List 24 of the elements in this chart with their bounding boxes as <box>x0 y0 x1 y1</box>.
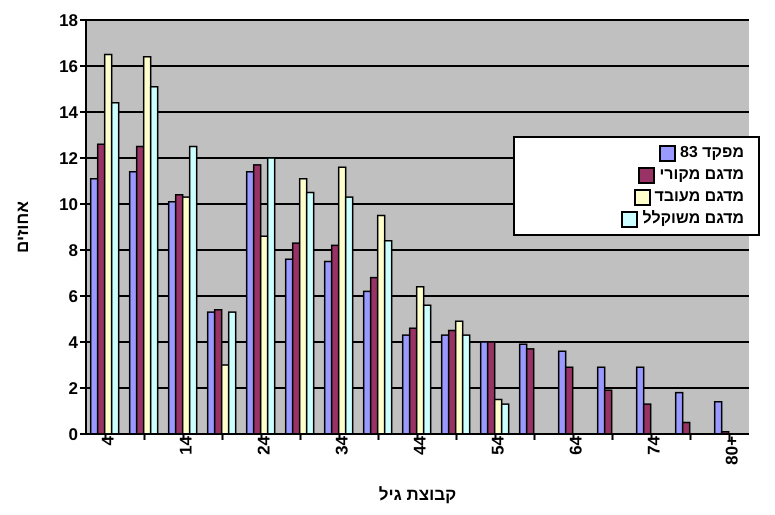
y-tick-label: 12 <box>59 149 78 168</box>
y-tick-label: 16 <box>59 57 78 76</box>
y-tick-label: 6 <box>68 287 78 306</box>
x-tick-label: 34 <box>332 435 352 455</box>
y-tick-label: 18 <box>59 11 78 30</box>
y-tick-label: 10 <box>59 195 78 214</box>
y-tick-label: 2 <box>68 379 78 398</box>
x-tick-label: 64 <box>566 435 586 455</box>
legend-label: מדגם מקורי <box>659 165 744 185</box>
y-axis-title: אחוזים <box>13 200 32 253</box>
x-tick-label: 80+ <box>722 436 742 465</box>
y-tick-label: 0 <box>68 425 78 444</box>
x-tick-label: 14 <box>176 435 196 455</box>
y-tick-label: 4 <box>68 333 79 352</box>
x-tick-label: 74 <box>644 435 664 455</box>
legend-label: מדגם משוקלל <box>642 209 744 229</box>
x-tick-label: 54 <box>488 435 508 455</box>
legend-label: מפקד 83 <box>680 143 744 163</box>
x-tick-label: 44 <box>410 435 430 455</box>
y-tick-label: 8 <box>68 241 78 260</box>
x-tick-label: 24 <box>254 435 274 455</box>
y-tick-label: 14 <box>59 103 79 122</box>
legend-label: מדגם מעובד <box>654 187 744 207</box>
x-axis-title: קבוצת גיל <box>378 485 456 504</box>
